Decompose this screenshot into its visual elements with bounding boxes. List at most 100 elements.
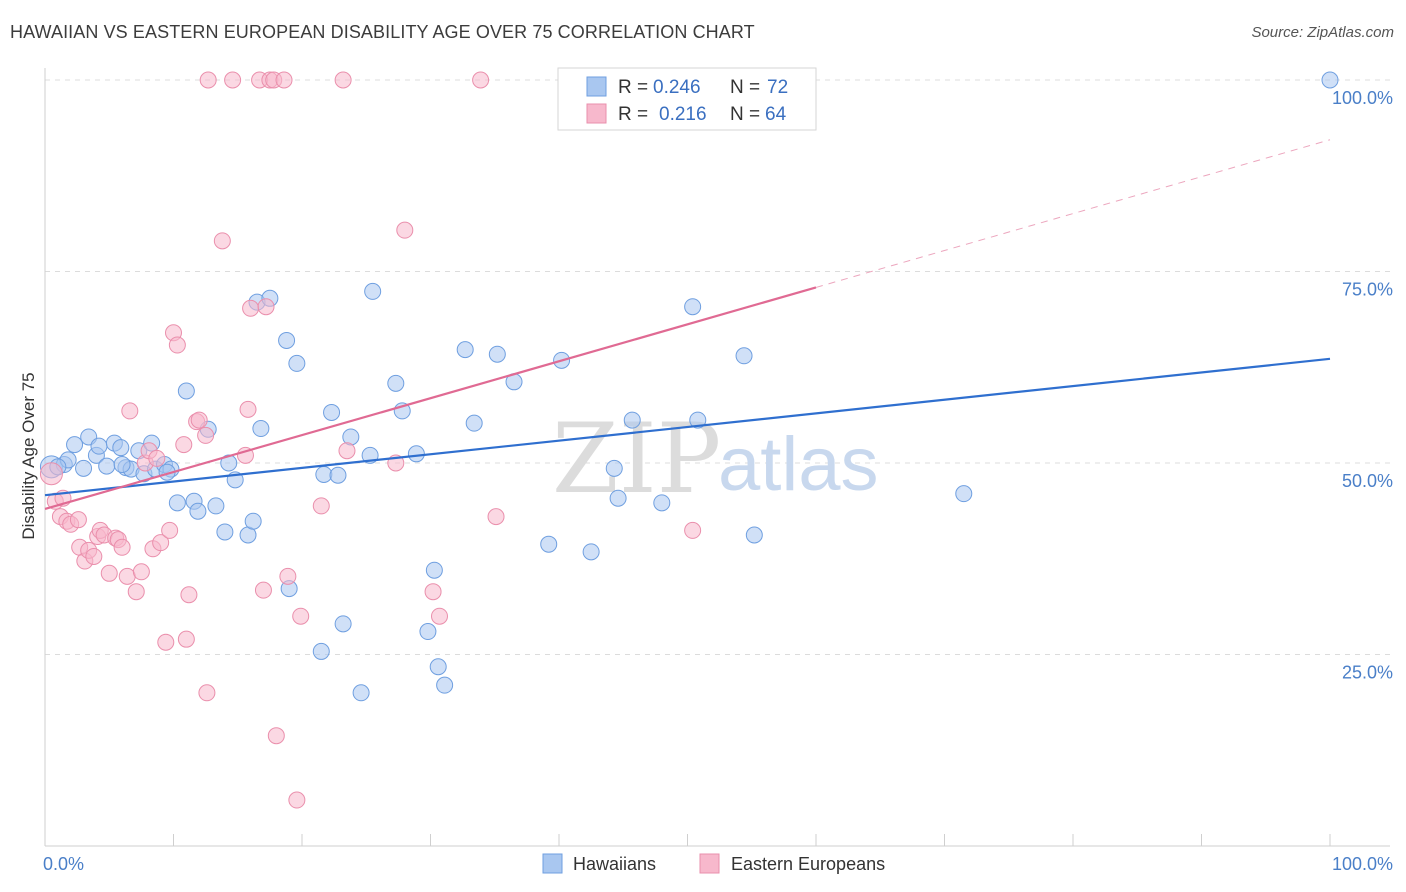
data-point [75,459,93,477]
data-point [254,581,272,599]
data-point [198,684,216,702]
stats-n-value-hawaiians: 72 [767,77,788,98]
data-point [334,71,352,89]
data-point [224,71,242,89]
data-point [436,676,454,694]
series-eastern-europeans [39,71,702,809]
data-point [456,341,474,359]
legend-label-eastern-europeans: Eastern Europeans [731,854,885,874]
data-point [288,354,306,372]
data-point [1321,71,1339,89]
data-points [39,71,1339,809]
data-point [207,497,225,515]
source-label: Source: ZipAtlas.com [1251,24,1394,41]
data-point [684,521,702,539]
data-point [424,583,442,601]
data-point [121,402,139,420]
data-point [157,633,175,651]
stats-swatch-hawaiians [586,76,607,97]
data-point [98,457,116,475]
data-point [425,561,443,579]
data-point [955,485,973,503]
data-point [487,508,505,526]
data-point [472,71,490,89]
data-point [180,586,198,604]
data-point [175,436,193,454]
data-point [540,535,558,553]
trend-line [44,286,817,511]
data-point [396,221,414,239]
data-point [69,511,87,529]
data-point [244,512,262,530]
data-point [338,442,356,460]
trend-line-extension [815,139,1331,288]
data-point [113,538,131,556]
data-point [292,607,310,625]
data-point [465,414,483,432]
stats-r-label-hawaiians: R = [618,77,653,98]
data-point [329,466,347,484]
data-point [239,400,257,418]
data-point [278,331,296,349]
data-point [275,71,293,89]
data-point [257,298,275,316]
data-point [100,564,118,582]
data-point [90,437,108,455]
data-point [112,439,130,457]
stats-legend: R = 0.246 N = 72 R = 0.216 N = 64 [557,67,817,131]
data-point [242,299,260,317]
data-point [66,436,84,454]
y-tick-label: 75.0% [1342,280,1393,300]
data-point [609,489,627,507]
stats-r-value-eastern-europeans: 0.216 [659,104,707,125]
watermark: ZIP atlas [552,403,879,515]
data-point [220,454,238,472]
data-point [312,642,330,660]
data-point [177,382,195,400]
data-point [168,494,186,512]
data-point [582,543,600,561]
x-tick-label-right: 100.0% [1332,854,1393,874]
data-point [267,727,285,745]
data-point [190,411,208,429]
y-axis-title: Disability Age Over 75 [19,372,38,539]
trend-line [44,357,1331,497]
data-point [132,563,150,581]
data-point [430,607,448,625]
data-point [312,497,330,515]
data-point [407,445,425,463]
data-point [653,494,671,512]
data-point [213,232,231,250]
watermark-atlas: atlas [718,422,879,507]
legend-swatch-eastern-europeans [699,853,720,874]
stats-r-label-eastern-europeans: R = [618,104,653,125]
data-point [745,526,763,544]
data-point [419,623,437,641]
data-point [39,462,63,486]
data-point [216,523,234,541]
data-point [684,298,702,316]
data-point [189,502,207,520]
data-point [288,791,306,809]
y-tick-label: 100.0% [1332,88,1393,108]
data-point [429,658,447,676]
data-point [152,534,170,552]
data-point [488,345,506,363]
axes [44,68,1390,847]
stats-n-label-hawaiians: N = [730,77,765,98]
data-point [387,374,405,392]
data-point [605,459,623,477]
data-point [161,521,179,539]
stats-n-label-eastern-europeans: N = [730,104,765,125]
data-point [364,282,382,300]
y-tick-labels: 25.0% 50.0% 75.0% 100.0% [1332,88,1393,683]
stats-r-value-hawaiians: 0.246 [653,77,701,98]
data-point [315,465,333,483]
stats-swatch-eastern-europeans [586,103,607,124]
chart-title: HAWAIIAN VS EASTERN EUROPEAN DISABILITY … [10,22,755,42]
data-point [735,347,753,365]
data-point [252,420,270,438]
data-point [623,411,641,429]
x-ticks [44,834,1331,846]
data-point [85,547,103,565]
